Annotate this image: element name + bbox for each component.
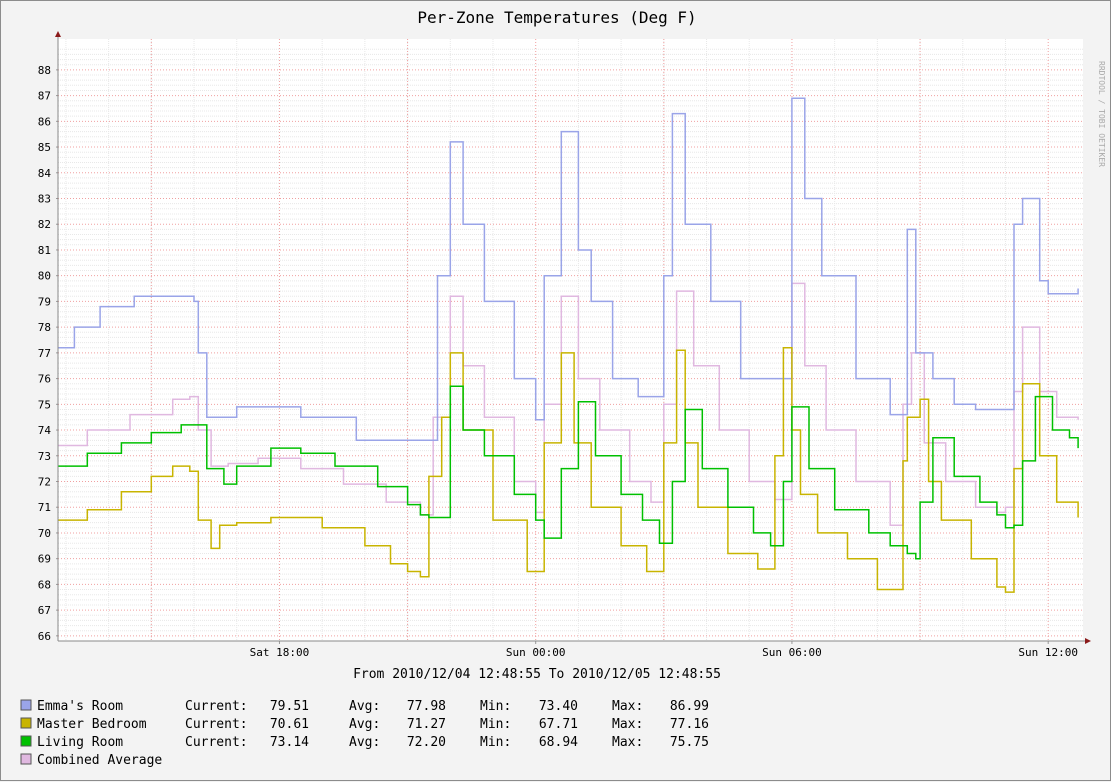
y-tick-label: 68 [38,578,51,591]
y-tick-label: 83 [38,193,51,206]
y-tick-label: 86 [38,115,51,128]
legend-swatch-combined-average [20,753,32,765]
legend-max: 77.16 [670,717,709,732]
legend-min-label: Min: [480,699,511,714]
y-tick-label: 72 [38,475,51,488]
y-tick-label: 76 [38,373,51,386]
x-tick-label: Sun 12:00 [1018,646,1078,659]
y-tick-label: 78 [38,321,51,334]
legend-min: 68.94 [539,735,578,750]
x-axis-arrow [1085,638,1091,644]
y-tick-label: 79 [38,295,51,308]
legend: Emma's Room Current: 79.51 Avg: 77.98 Min: 73.… [20,699,709,768]
series-line-combined-average [58,282,1079,526]
y-tick-label: 73 [38,450,51,463]
legend-current-label: Current: [185,735,248,750]
plot-background [58,39,1083,641]
legend-swatch-living-room [20,735,32,747]
y-tick-label: 66 [38,630,51,643]
legend-swatch-master-bedroom [20,717,32,729]
legend-avg: 71.27 [407,717,446,732]
y-tick-label: 84 [38,167,52,180]
legend-label: Combined Average [37,753,162,768]
legend-current-label: Current: [185,699,248,714]
rrdtool-watermark: RRDTOOL / TOBI OETIKER [1097,61,1106,167]
y-tick-label: 82 [38,218,51,231]
series-line-master-bedroom [58,346,1079,593]
legend-avg-label: Avg: [349,735,380,750]
y-tick-label: 88 [38,64,51,77]
legend-min: 67.71 [539,717,578,732]
legend-current: 70.61 [270,717,309,732]
y-tick-label: 77 [38,347,51,360]
plot-area: 66 67 68 69 70 71 72 73 74 75 76 77 78 79 80 81 82 83 84 85… [38,31,1091,659]
y-tick-label: 85 [38,141,51,154]
x-tick-label: Sun 06:00 [762,646,822,659]
legend-label: Master Bedroom [37,717,147,732]
legend-max: 86.99 [670,699,709,714]
y-tick-label: 69 [38,553,51,566]
legend-current: 73.14 [270,735,309,750]
legend-current-label: Current: [185,717,248,732]
y-tick-label: 80 [38,270,51,283]
series-line-emma-s-room [58,97,1079,442]
y-tick-label: 67 [38,604,51,617]
legend-label: Emma's Room [37,699,123,714]
y-tick-label: 74 [38,424,52,437]
legend-min-label: Min: [480,735,511,750]
y-tick-label: 75 [38,398,51,411]
legend-max-label: Max: [612,717,643,732]
legend-max-label: Max: [612,699,643,714]
x-tick-label: Sun 00:00 [506,646,566,659]
legend-avg-label: Avg: [349,699,380,714]
y-axis-arrow [55,31,61,37]
chart-title: Per-Zone Temperatures (Deg F) [417,8,696,27]
legend-min-label: Min: [480,717,511,732]
y-tick-label: 87 [38,90,51,103]
legend-avg: 77.98 [407,699,446,714]
legend-label: Living Room [37,735,123,750]
legend-max: 75.75 [670,735,709,750]
legend-min: 73.40 [539,699,578,714]
y-tick-label: 71 [38,501,51,514]
legend-swatch-emma-s-room [20,699,32,711]
legend-avg-label: Avg: [349,717,380,732]
x-tick-label: Sat 18:00 [250,646,310,659]
legend-max-label: Max: [612,735,643,750]
y-tick-label: 81 [38,244,51,257]
legend-current: 79.51 [270,699,309,714]
series-line-living-room [58,385,1079,560]
time-range-subtitle: From 2010/12/04 12:48:55 To 2010/12/05 1… [353,667,721,682]
y-tick-label: 70 [38,527,51,540]
legend-avg: 72.20 [407,735,446,750]
